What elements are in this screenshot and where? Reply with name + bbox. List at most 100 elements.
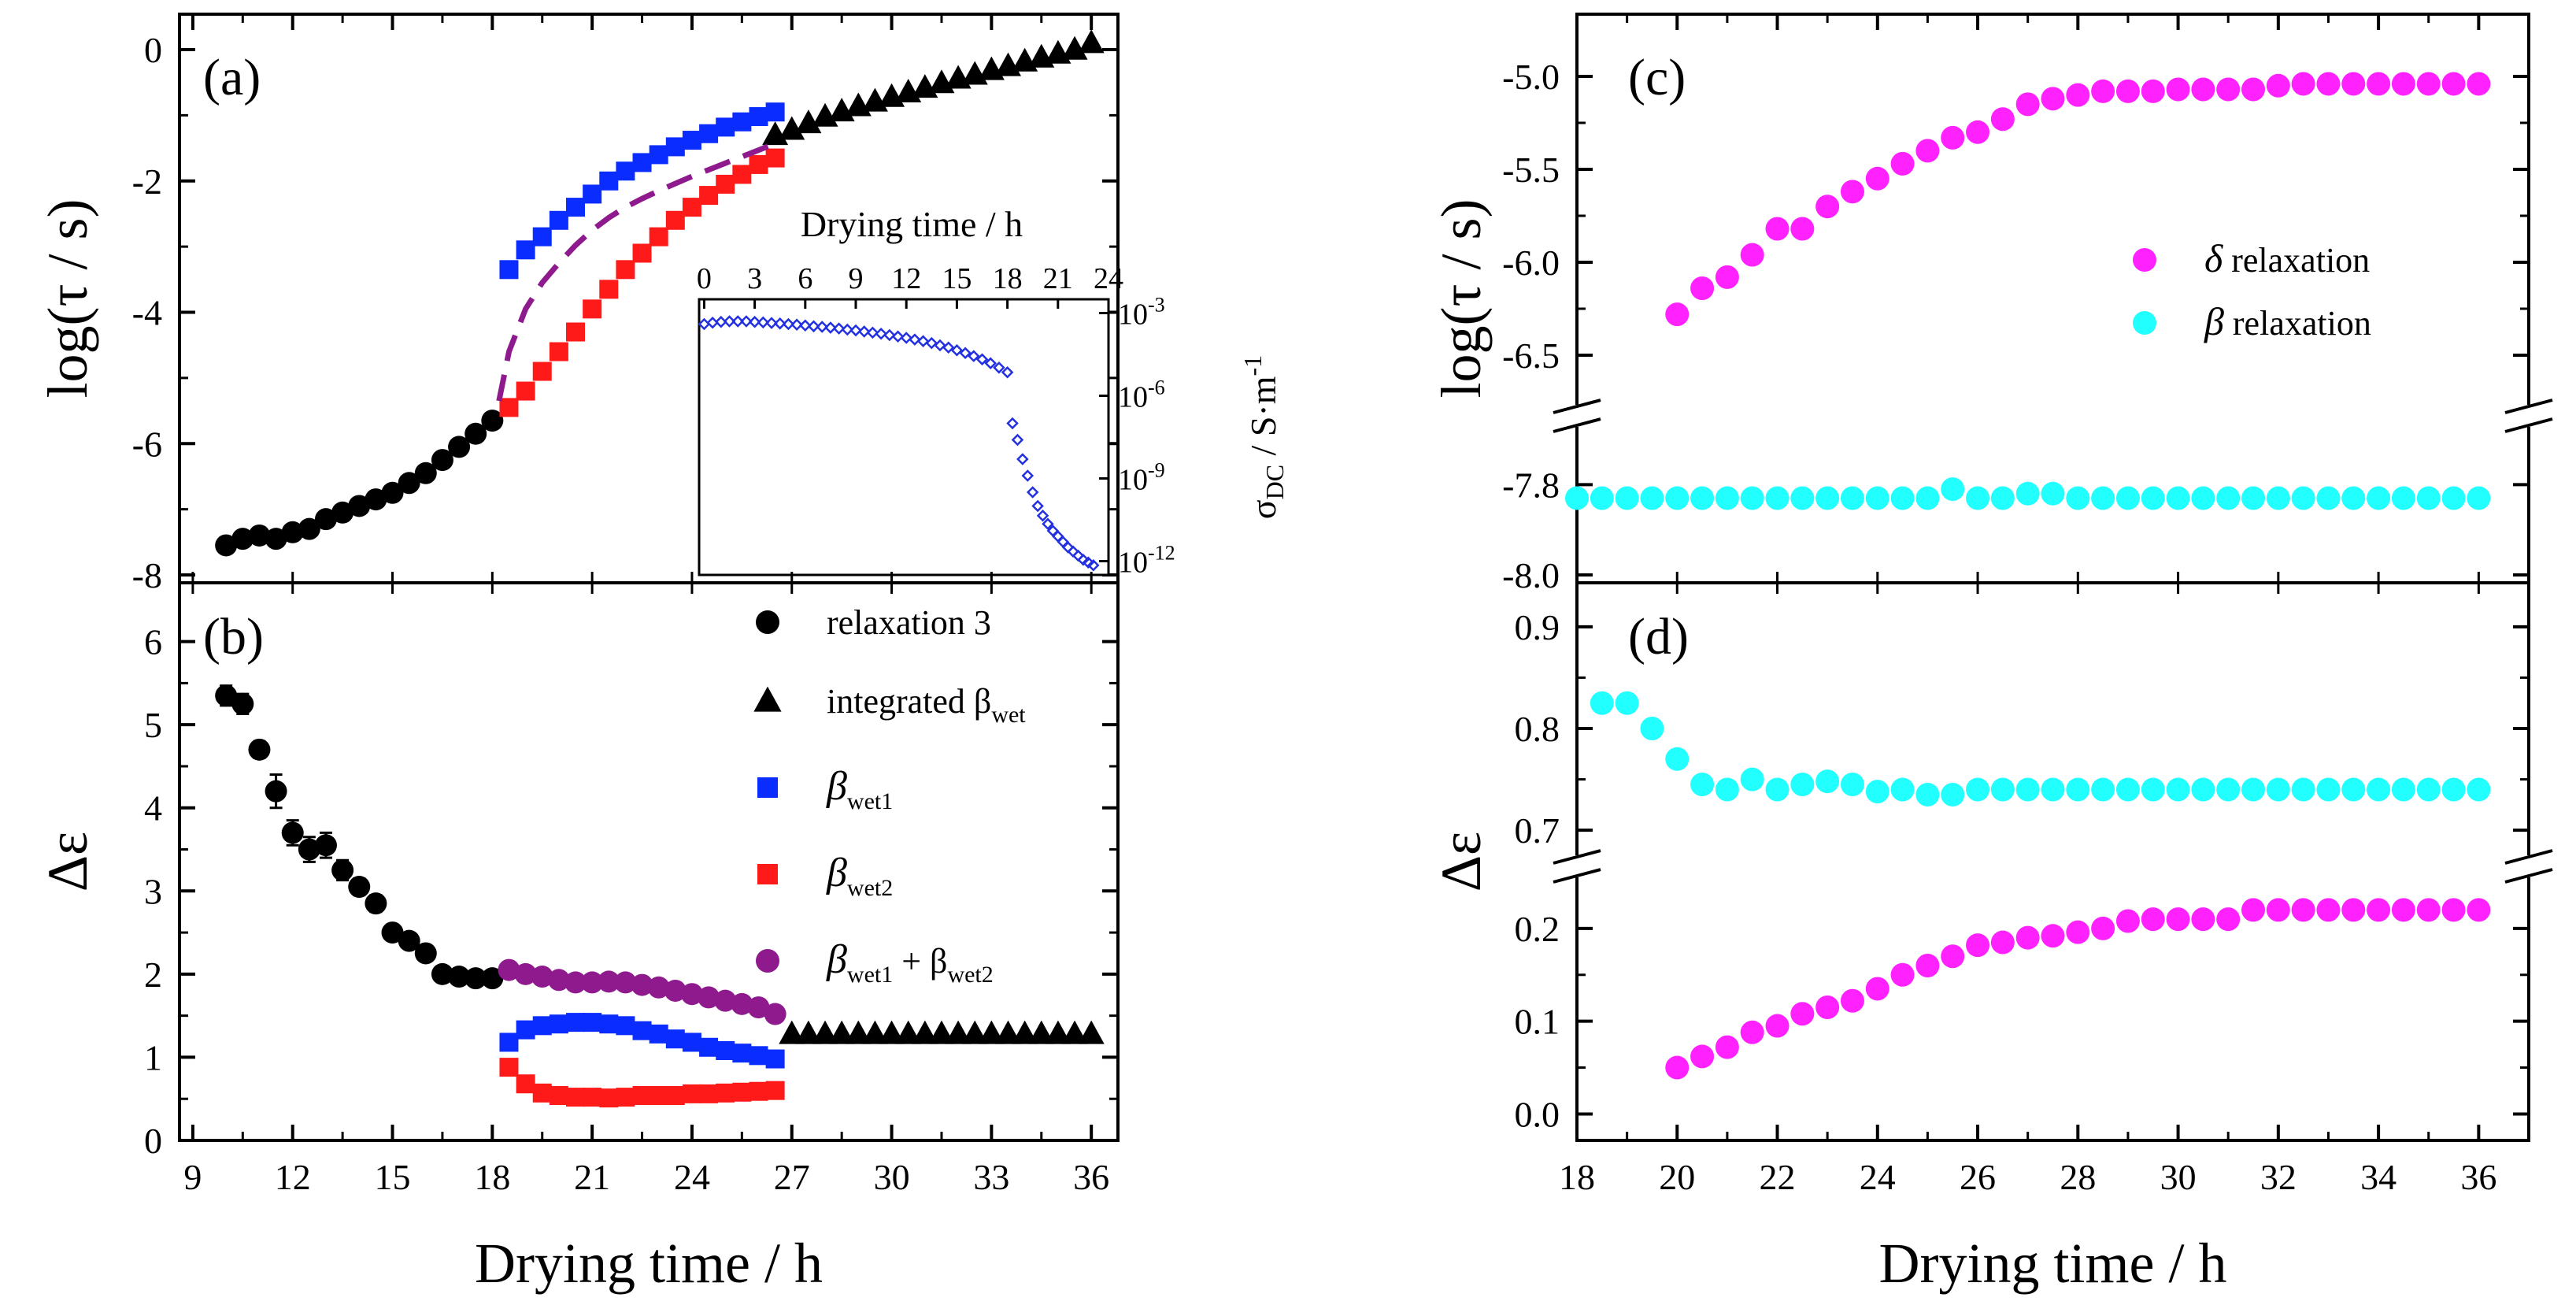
data-point bbox=[532, 361, 552, 381]
panel-d-frame bbox=[1575, 581, 2530, 1142]
data-point bbox=[945, 1020, 972, 1044]
data-point bbox=[849, 324, 862, 337]
data-point bbox=[398, 472, 420, 495]
data-point bbox=[2341, 898, 2366, 922]
data-point bbox=[1665, 302, 1690, 327]
y-tick-label: 4 bbox=[144, 788, 162, 829]
data-point bbox=[1990, 777, 2015, 802]
data-point bbox=[215, 534, 238, 557]
x-tick-label: 36 bbox=[1073, 1157, 1109, 1197]
legend-subscript: wet1 bbox=[847, 962, 893, 988]
data-point bbox=[499, 398, 519, 417]
data-point bbox=[2367, 72, 2391, 96]
data-point bbox=[583, 299, 602, 319]
data-point bbox=[2191, 77, 2215, 102]
y-tick-label: 0.7 bbox=[1515, 810, 1560, 851]
data-point bbox=[2115, 909, 2140, 933]
data-point bbox=[616, 260, 635, 280]
x-tick-label: 18 bbox=[474, 1157, 510, 1197]
tick-base: 10 bbox=[1118, 298, 1148, 332]
data-point bbox=[2441, 777, 2466, 802]
data-point bbox=[1990, 930, 2015, 955]
data-point bbox=[1915, 486, 1940, 510]
data-point bbox=[732, 1044, 752, 1063]
axis-break-line bbox=[2504, 868, 2553, 884]
data-point bbox=[1740, 767, 1764, 792]
inset-x-tick-label: 9 bbox=[849, 262, 864, 295]
data-point bbox=[757, 316, 770, 329]
y-tick-label: 1 bbox=[144, 1037, 162, 1077]
data-point bbox=[748, 315, 761, 328]
data-point bbox=[1715, 486, 1739, 510]
panel-label: (c) bbox=[1628, 49, 1686, 106]
ylabel-superscript: -1 bbox=[1238, 355, 1267, 376]
data-point bbox=[599, 1088, 619, 1108]
data-point bbox=[2066, 83, 2090, 107]
data-point bbox=[1966, 486, 1990, 510]
y-tick-label: -7.8 bbox=[1502, 465, 1560, 505]
legend-label: β relaxation bbox=[2204, 299, 2371, 343]
data-point bbox=[716, 174, 735, 194]
data-point bbox=[549, 1014, 568, 1034]
x-tick-label: 22 bbox=[1760, 1157, 1796, 1197]
data-point bbox=[331, 858, 354, 881]
data-point bbox=[2015, 925, 2040, 950]
data-point bbox=[916, 335, 930, 347]
inset-series bbox=[698, 315, 1100, 572]
x-tick-label: 24 bbox=[1860, 1157, 1896, 1197]
data-point bbox=[682, 198, 701, 217]
data-point bbox=[314, 508, 337, 531]
y-tick-label: -5.5 bbox=[1502, 150, 1560, 190]
data-point bbox=[1865, 977, 1889, 1001]
x-tick-label: 34 bbox=[2360, 1157, 2396, 1197]
data-point bbox=[942, 341, 955, 354]
data-point bbox=[715, 315, 727, 328]
data-point bbox=[1061, 1020, 1088, 1044]
data-point bbox=[1890, 486, 1915, 510]
data-point bbox=[1890, 962, 1915, 987]
data-point bbox=[925, 336, 938, 350]
legend-text: integrated β bbox=[827, 682, 991, 721]
axis-break-line bbox=[1553, 399, 1601, 414]
data-point bbox=[532, 227, 552, 247]
panel-b-frame bbox=[178, 581, 1120, 1142]
tick-exponent: -9 bbox=[1148, 459, 1165, 482]
inset-x-axis-title: Drying time / h bbox=[801, 204, 1023, 244]
data-point bbox=[682, 1084, 701, 1103]
data-point bbox=[532, 1016, 552, 1036]
data-point bbox=[795, 1020, 822, 1044]
data-point bbox=[514, 962, 537, 985]
data-point bbox=[1615, 691, 1639, 715]
data-point bbox=[248, 524, 271, 547]
data-point bbox=[516, 240, 535, 260]
tick-exponent: -3 bbox=[1148, 294, 1165, 317]
legend-text: β bbox=[826, 937, 847, 982]
data-point bbox=[1815, 995, 1840, 1019]
y-tick-label: -5.0 bbox=[1502, 57, 1560, 97]
data-point bbox=[2216, 777, 2241, 802]
data-point bbox=[1890, 777, 1915, 802]
data-point bbox=[215, 684, 238, 707]
data-point bbox=[909, 333, 921, 346]
data-point bbox=[2266, 777, 2290, 802]
data-point bbox=[583, 184, 602, 204]
data-point bbox=[714, 989, 737, 1012]
data-point bbox=[1690, 276, 1715, 301]
x-tick-label: 9 bbox=[183, 1157, 202, 1197]
right-figure: -5.0 -5.5 -6.0 -6.5 -7.8 -8.0 log(τ / s) (c) δ r… bbox=[1430, 13, 2553, 1295]
data-point bbox=[231, 692, 254, 715]
legend-label: δ relaxation bbox=[2204, 236, 2370, 280]
data-point bbox=[1765, 217, 1790, 241]
panel-label: (d) bbox=[1628, 608, 1689, 665]
data-point bbox=[1966, 777, 1990, 802]
data-point bbox=[1840, 486, 1864, 510]
data-point bbox=[2341, 777, 2366, 802]
data-point bbox=[790, 318, 803, 331]
data-point bbox=[731, 315, 744, 328]
series-relaxation-3 bbox=[215, 410, 504, 557]
data-point bbox=[2241, 77, 2266, 102]
data-point bbox=[2191, 486, 2215, 510]
data-point bbox=[773, 317, 786, 330]
